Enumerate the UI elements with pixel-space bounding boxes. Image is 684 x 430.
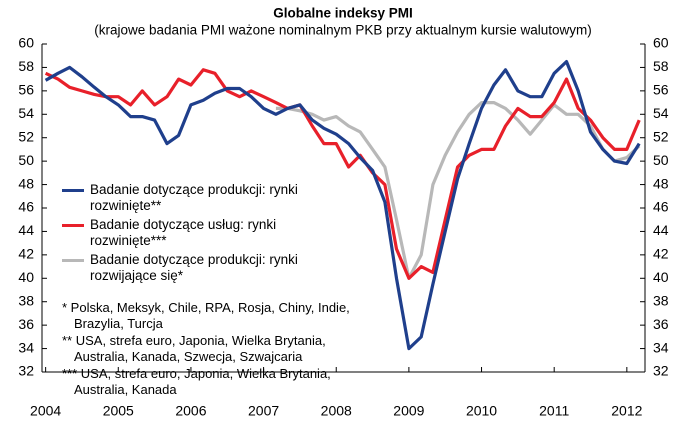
x-tick-label: 2006 <box>175 403 206 419</box>
y2-tick-label: 42 <box>653 246 669 262</box>
legend-item: Badanie dotyczące produkcji: rynki rozwi… <box>62 182 302 214</box>
y-tick-label: 54 <box>18 105 34 121</box>
y-tick-label: 46 <box>18 199 34 215</box>
legend-item: Badanie dotyczące usług: rynki rozwinięt… <box>62 217 302 249</box>
y2-tick-label: 36 <box>653 316 669 332</box>
y2-tick-label: 46 <box>653 199 669 215</box>
x-tick-label: 2012 <box>611 403 642 419</box>
y-tick-label: 36 <box>18 316 34 332</box>
x-tick-label: 2008 <box>321 403 352 419</box>
legend-label: Badanie dotyczące usług: rynki rozwinięt… <box>90 217 277 248</box>
y2-tick-label: 50 <box>653 152 669 168</box>
x-tick-label: 2010 <box>466 403 497 419</box>
legend-swatch <box>62 189 84 192</box>
y2-tick-label: 58 <box>653 58 669 74</box>
y-tick-label: 56 <box>18 82 34 98</box>
y-tick-label: 52 <box>18 128 34 144</box>
series-line <box>44 60 641 351</box>
y2-tick-label: 38 <box>653 292 669 308</box>
x-tick-label: 2009 <box>393 403 424 419</box>
annotation: *** USA, strefa euro, Japonia, Wielka Br… <box>62 366 331 397</box>
x-tick-label: 2004 <box>30 403 61 419</box>
annotations: * Polska, Meksyk, Chile, RPA, Rosja, Chi… <box>62 300 362 399</box>
legend-label: Badanie dotyczące produkcji: rynki rozwi… <box>90 182 298 213</box>
y2-tick-label: 44 <box>653 222 669 238</box>
y2-tick-label: 40 <box>653 269 669 285</box>
y2-tick-label: 32 <box>653 363 669 379</box>
series-line <box>44 68 641 280</box>
legend-item: Badanie dotyczące produkcji: rynki rozwi… <box>62 252 302 284</box>
y-tick-label: 58 <box>18 58 34 74</box>
y-tick-label: 40 <box>18 269 34 285</box>
y2-tick-label: 48 <box>653 175 669 191</box>
y2-tick-label: 60 <box>653 35 669 51</box>
y2-tick-label: 54 <box>653 105 669 121</box>
chart-subtitle: (krajowe badania PMI ważone nominalnym P… <box>94 23 591 38</box>
annotation: * Polska, Meksyk, Chile, RPA, Rosja, Chi… <box>62 300 350 331</box>
y-tick-label: 32 <box>18 363 34 379</box>
y-tick-label: 44 <box>18 222 34 238</box>
y-tick-label: 34 <box>18 339 34 355</box>
y-tick-label: 42 <box>18 246 34 262</box>
y-tick-label: 38 <box>18 292 34 308</box>
y-tick-label: 50 <box>18 152 34 168</box>
y2-tick-label: 34 <box>653 339 669 355</box>
y2-tick-label: 56 <box>653 82 669 98</box>
legend-swatch <box>62 259 84 262</box>
chart-title: Globalne indeksy PMI <box>273 6 413 21</box>
y-tick-label: 60 <box>18 35 34 51</box>
x-tick-label: 2011 <box>539 403 569 419</box>
x-tick-label: 2005 <box>103 403 134 419</box>
legend: Badanie dotyczące produkcji: rynki rozwi… <box>62 182 302 287</box>
y-tick-label: 48 <box>18 175 34 191</box>
y2-tick-label: 52 <box>653 128 669 144</box>
series-line <box>275 101 641 280</box>
annotation: ** USA, strefa euro, Japonia, Wielka Bry… <box>62 333 326 364</box>
legend-label: Badanie dotyczące produkcji: rynki rozwi… <box>90 252 298 283</box>
legend-swatch <box>62 224 84 227</box>
x-tick-label: 2007 <box>248 403 279 419</box>
